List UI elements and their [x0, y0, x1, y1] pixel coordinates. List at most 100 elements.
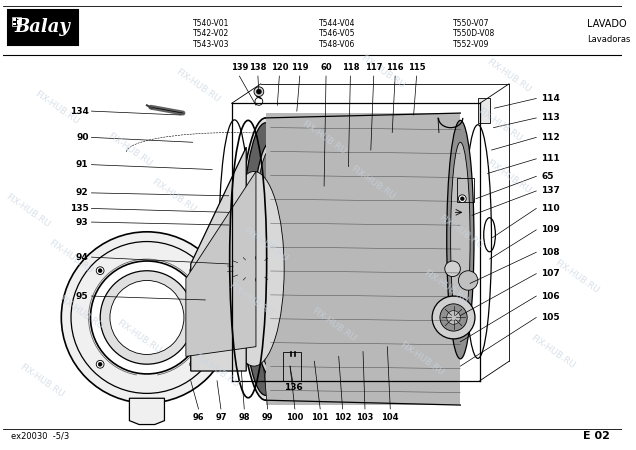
Text: 112: 112: [541, 133, 560, 142]
Ellipse shape: [239, 118, 293, 400]
Bar: [13, 18, 15, 21]
Text: FIX-HUB.RU: FIX-HUB.RU: [3, 192, 51, 229]
Text: 111: 111: [541, 154, 560, 163]
Text: FIX-HUB.RU: FIX-HUB.RU: [149, 177, 197, 214]
Text: FIX-HUB.RU: FIX-HUB.RU: [300, 119, 348, 156]
Circle shape: [446, 310, 460, 324]
Text: T550D-V08: T550D-V08: [453, 29, 495, 38]
Circle shape: [459, 271, 478, 290]
Circle shape: [110, 280, 184, 355]
Text: 117: 117: [365, 63, 382, 72]
Polygon shape: [191, 147, 246, 371]
Text: 105: 105: [541, 313, 560, 322]
Bar: [478, 99, 490, 123]
Text: LAVADO: LAVADO: [587, 18, 626, 29]
Bar: [283, 351, 301, 381]
Text: 91: 91: [76, 160, 88, 169]
Text: 113: 113: [541, 113, 560, 122]
Circle shape: [460, 197, 464, 201]
Text: FIX-HUB.RU: FIX-HUB.RU: [437, 213, 484, 250]
Text: 110: 110: [541, 204, 560, 213]
Circle shape: [98, 269, 102, 273]
Text: FIX-HUB.RU: FIX-HUB.RU: [115, 319, 163, 356]
Text: FIX-HUB.RU: FIX-HUB.RU: [32, 90, 80, 127]
Text: T542-V02: T542-V02: [193, 29, 229, 38]
Text: 114: 114: [541, 94, 560, 103]
Circle shape: [459, 195, 466, 202]
Text: 99: 99: [262, 413, 273, 422]
Circle shape: [61, 232, 233, 403]
Circle shape: [98, 362, 102, 366]
Ellipse shape: [251, 142, 290, 376]
Text: 96: 96: [193, 413, 204, 422]
Text: 138: 138: [249, 63, 266, 72]
Text: 120: 120: [270, 63, 288, 72]
Text: T550-V07: T550-V07: [453, 18, 489, 27]
Text: T548-V06: T548-V06: [319, 40, 356, 49]
Text: FIX-HUB.RU: FIX-HUB.RU: [422, 268, 469, 305]
Text: T540-V01: T540-V01: [193, 18, 229, 27]
Text: 116: 116: [386, 63, 404, 72]
Circle shape: [192, 269, 196, 273]
Ellipse shape: [254, 149, 287, 369]
Circle shape: [90, 261, 204, 374]
Polygon shape: [186, 171, 256, 356]
Text: 139: 139: [231, 63, 248, 72]
FancyBboxPatch shape: [8, 10, 78, 45]
Text: 119: 119: [291, 63, 308, 72]
Text: T546-V05: T546-V05: [319, 29, 356, 38]
Circle shape: [432, 296, 475, 339]
Ellipse shape: [224, 171, 284, 366]
Text: FIX-HUB.RU: FIX-HUB.RU: [193, 352, 241, 390]
Bar: [17, 20, 20, 23]
Bar: [11, 17, 22, 27]
Text: 102: 102: [334, 413, 351, 422]
Text: FIX-HUB.RU: FIX-HUB.RU: [485, 158, 533, 195]
Text: 97: 97: [215, 413, 226, 422]
Text: 65: 65: [541, 172, 554, 181]
Text: E 02: E 02: [583, 431, 610, 441]
Circle shape: [96, 360, 104, 368]
Text: FIX-HUB.RU: FIX-HUB.RU: [485, 58, 533, 94]
Bar: [13, 22, 15, 26]
Text: Lavadoras: Lavadoras: [587, 35, 630, 44]
Text: Balay: Balay: [15, 18, 71, 36]
Circle shape: [190, 360, 198, 368]
Text: FIX-HUB.RU: FIX-HUB.RU: [242, 226, 289, 263]
Text: ex20030  -5/3: ex20030 -5/3: [11, 432, 69, 441]
Text: T552-V09: T552-V09: [453, 40, 489, 49]
Text: 104: 104: [382, 413, 399, 422]
Text: 95: 95: [76, 292, 88, 301]
Circle shape: [96, 267, 104, 274]
Ellipse shape: [451, 142, 470, 337]
Text: FIX-HUB.RU: FIX-HUB.RU: [47, 238, 95, 275]
Circle shape: [256, 89, 261, 94]
Text: FIX-HUB.RU: FIX-HUB.RU: [174, 68, 221, 104]
Text: FIX-HUB.RU: FIX-HUB.RU: [227, 281, 275, 319]
Text: 136: 136: [284, 383, 302, 392]
Text: FIX-HUB.RU: FIX-HUB.RU: [349, 165, 396, 202]
Text: 98: 98: [238, 413, 250, 422]
Text: FIX-HUB.RU: FIX-HUB.RU: [310, 307, 357, 344]
Text: 137: 137: [541, 186, 560, 195]
Text: 108: 108: [541, 248, 560, 257]
Text: FIX-HUB.RU: FIX-HUB.RU: [476, 106, 523, 143]
Text: T544-V04: T544-V04: [319, 18, 356, 27]
Text: 92: 92: [76, 189, 88, 198]
Ellipse shape: [266, 181, 285, 337]
Text: 103: 103: [356, 413, 374, 422]
Polygon shape: [129, 398, 165, 424]
Text: FIX-HUB.RU: FIX-HUB.RU: [18, 362, 66, 399]
Circle shape: [192, 362, 196, 366]
Text: FIX-HUB.RU: FIX-HUB.RU: [57, 294, 104, 331]
Text: 135: 135: [70, 204, 88, 213]
Text: FIX-HUB.RU: FIX-HUB.RU: [553, 258, 601, 295]
Text: 115: 115: [408, 63, 425, 72]
Text: T543-V03: T543-V03: [193, 40, 229, 49]
Circle shape: [440, 304, 467, 331]
Text: 106: 106: [541, 292, 560, 301]
Ellipse shape: [263, 171, 288, 346]
Text: 90: 90: [76, 133, 88, 142]
Text: FIX-HUB.RU: FIX-HUB.RU: [106, 131, 153, 169]
FancyBboxPatch shape: [266, 113, 460, 405]
